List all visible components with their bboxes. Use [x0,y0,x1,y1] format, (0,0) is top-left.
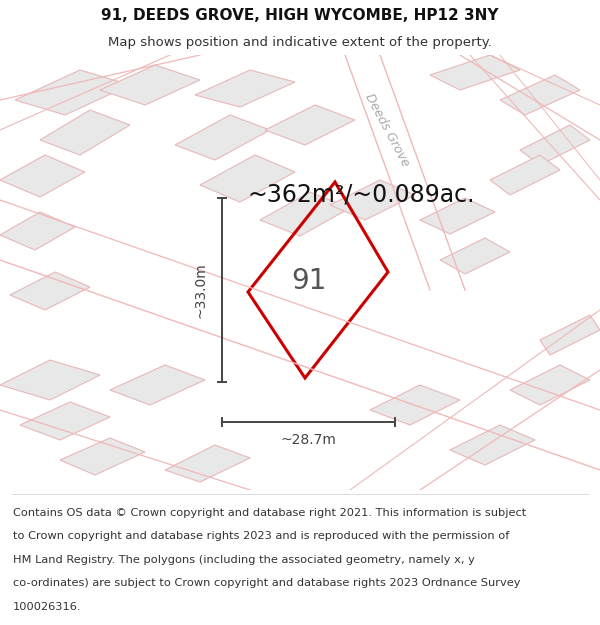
Text: Deeds Grove: Deeds Grove [362,91,412,169]
Text: 91: 91 [292,267,326,295]
Polygon shape [440,238,510,274]
Polygon shape [260,192,350,236]
Polygon shape [540,315,600,355]
Polygon shape [510,365,590,405]
Polygon shape [165,445,250,482]
Text: 91, DEEDS GROVE, HIGH WYCOMBE, HP12 3NY: 91, DEEDS GROVE, HIGH WYCOMBE, HP12 3NY [101,8,499,23]
Polygon shape [520,125,590,165]
Polygon shape [500,75,580,115]
Polygon shape [490,155,560,195]
Polygon shape [330,180,415,220]
Polygon shape [10,272,90,310]
Polygon shape [450,425,535,465]
Text: to Crown copyright and database rights 2023 and is reproduced with the permissio: to Crown copyright and database rights 2… [13,531,509,541]
Text: Map shows position and indicative extent of the property.: Map shows position and indicative extent… [108,36,492,49]
Polygon shape [40,110,130,155]
Polygon shape [60,438,145,475]
Polygon shape [370,385,460,425]
Text: ~28.7m: ~28.7m [281,433,337,447]
Polygon shape [0,155,85,197]
Text: co-ordinates) are subject to Crown copyright and database rights 2023 Ordnance S: co-ordinates) are subject to Crown copyr… [13,578,521,588]
Polygon shape [0,360,100,400]
Text: ~33.0m: ~33.0m [193,262,207,318]
Text: ~362m²/~0.089ac.: ~362m²/~0.089ac. [248,183,476,207]
Polygon shape [110,365,205,405]
Polygon shape [200,155,295,202]
Text: Contains OS data © Crown copyright and database right 2021. This information is : Contains OS data © Crown copyright and d… [13,508,526,518]
Polygon shape [265,105,355,145]
Polygon shape [0,212,75,250]
Polygon shape [15,70,130,115]
Polygon shape [100,65,200,105]
Polygon shape [20,402,110,440]
Text: HM Land Registry. The polygons (including the associated geometry, namely x, y: HM Land Registry. The polygons (includin… [13,555,475,565]
Polygon shape [175,115,270,160]
Polygon shape [430,55,520,90]
Text: 100026316.: 100026316. [13,602,82,612]
Polygon shape [420,198,495,234]
Polygon shape [195,70,295,107]
